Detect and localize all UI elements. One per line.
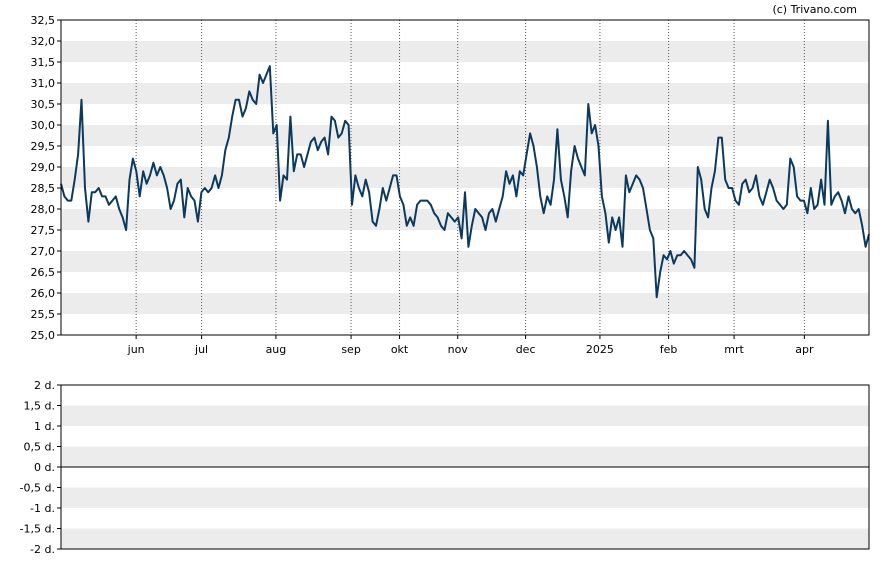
band bbox=[61, 528, 869, 549]
band bbox=[61, 83, 869, 104]
y-tick-label: 29,5 bbox=[31, 140, 56, 153]
band bbox=[61, 209, 869, 230]
y-tick-label: 29,0 bbox=[31, 161, 56, 174]
x-tick-label: apr bbox=[795, 343, 814, 356]
y-tick-label: 26,5 bbox=[31, 266, 56, 279]
y-tick-label: 31,0 bbox=[31, 77, 56, 90]
band bbox=[61, 446, 869, 467]
band bbox=[61, 41, 869, 62]
y-tick-label: 2 d. bbox=[34, 379, 55, 392]
x-tick-label: nov bbox=[448, 343, 469, 356]
y-tick-label: 0 d. bbox=[34, 461, 55, 474]
band bbox=[61, 487, 869, 508]
band bbox=[61, 125, 869, 146]
y-tick-label: 30,5 bbox=[31, 98, 56, 111]
band bbox=[61, 167, 869, 188]
credit-text: (c) Trivano.com bbox=[772, 3, 857, 16]
x-tick-label: jun bbox=[127, 343, 145, 356]
x-tick-label: mrt bbox=[724, 343, 744, 356]
y-tick-label: -1 d. bbox=[30, 502, 55, 515]
y-tick-label: 25,5 bbox=[31, 308, 56, 321]
plot-frame-top bbox=[60, 19, 870, 336]
x-tick-label: jul bbox=[194, 343, 208, 356]
plot-frame-bottom bbox=[60, 384, 870, 550]
band bbox=[61, 293, 869, 314]
y-tick-label: 32,0 bbox=[31, 35, 56, 48]
y-tick-label: 1,5 d. bbox=[24, 400, 55, 413]
x-tick-label: feb bbox=[660, 343, 678, 356]
x-tick-label: 2025 bbox=[586, 343, 614, 356]
y-tick-label: 31,5 bbox=[31, 56, 56, 69]
y-tick-label: 28,5 bbox=[31, 182, 56, 195]
y-tick-label: 1 d. bbox=[34, 420, 55, 433]
y-tick-label: 28,0 bbox=[31, 203, 56, 216]
y-tick-label: 32,5 bbox=[31, 14, 56, 27]
y-tick-label: 27,5 bbox=[31, 224, 56, 237]
band bbox=[61, 251, 869, 272]
y-tick-label: 25,0 bbox=[31, 329, 56, 342]
band bbox=[61, 405, 869, 426]
y-tick-label: -1,5 d. bbox=[20, 523, 55, 536]
y-tick-label: -0,5 d. bbox=[20, 482, 55, 495]
y-tick-label: 30,0 bbox=[31, 119, 56, 132]
x-tick-label: okt bbox=[391, 343, 409, 356]
x-tick-label: aug bbox=[266, 343, 287, 356]
y-tick-label: 26,0 bbox=[31, 287, 56, 300]
price-series-line bbox=[60, 65, 870, 299]
x-tick-label: sep bbox=[341, 343, 360, 356]
x-tick-label: dec bbox=[516, 343, 536, 356]
y-tick-label: 0,5 d. bbox=[24, 441, 55, 454]
y-tick-label: -2 d. bbox=[30, 543, 55, 556]
y-tick-label: 27,0 bbox=[31, 245, 56, 258]
